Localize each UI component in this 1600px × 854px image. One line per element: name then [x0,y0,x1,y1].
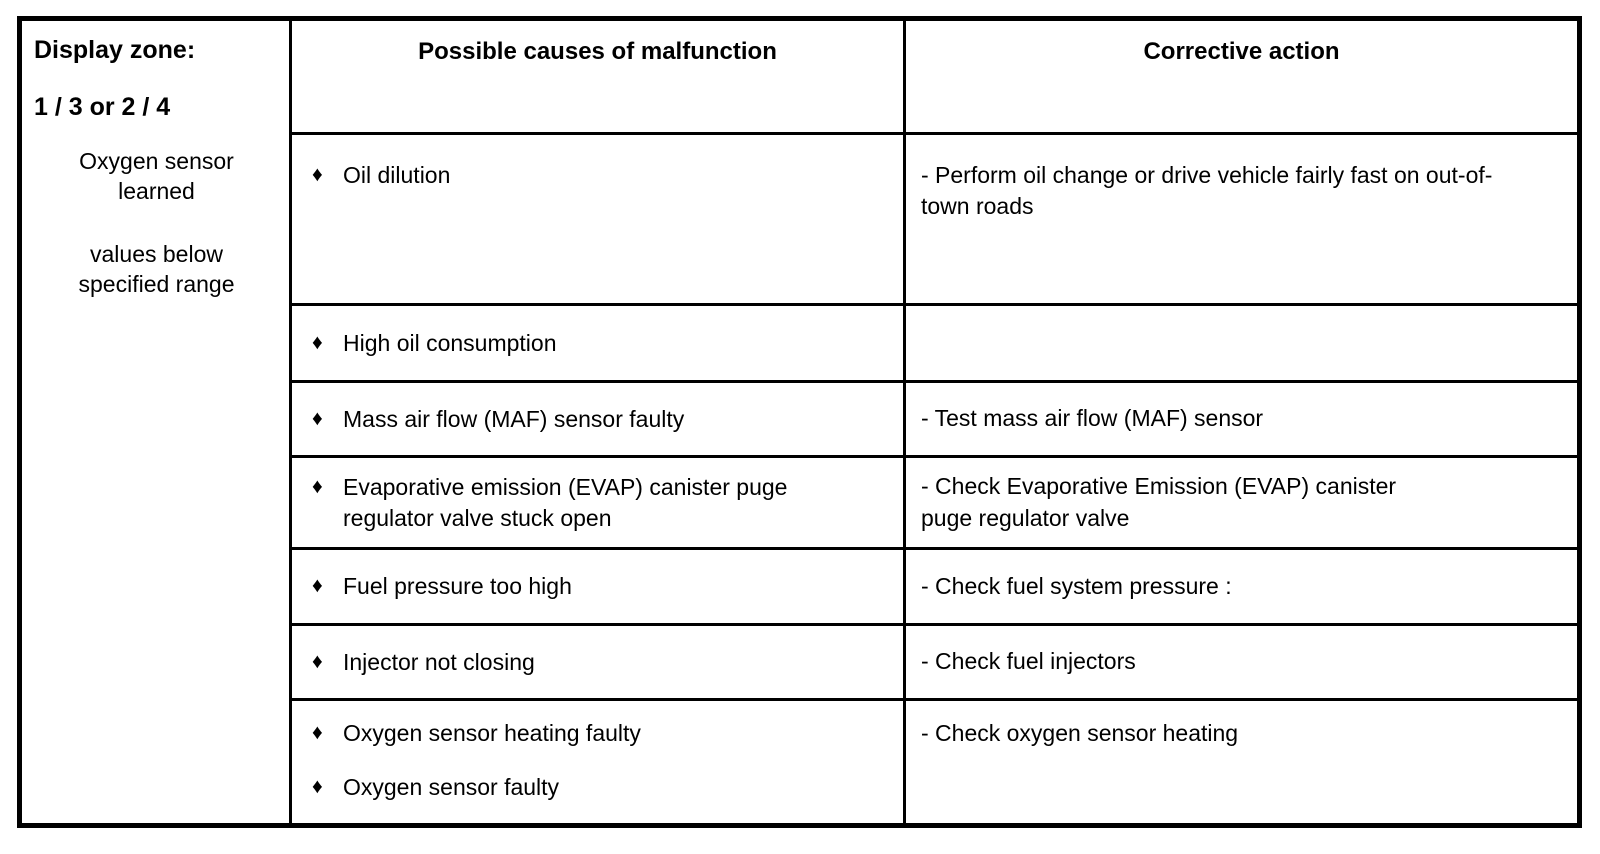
diamond-bullet-icon: ♦ [312,721,323,744]
cause-item: ♦ Mass air flow (MAF) sensor faulty [312,404,889,434]
header-action: Corrective action [1143,38,1340,65]
diamond-bullet-icon: ♦ [312,775,323,799]
cause-cell: ♦ Evaporative emission (EVAP) canister p… [292,458,906,547]
cause-cell: ♦ Oil dilution [292,135,906,303]
cause-text: Oxygen sensor faulty [343,774,560,801]
header-row: Possible causes of malfunction Correctiv… [292,21,1577,135]
cause-item: ♦ Injector not closing [312,647,889,677]
cause-item: ♦ Evaporative emission (EVAP) canister p… [312,472,889,533]
display-zone-cell: Display zone: 1 / 3 or 2 / 4 Oxygen sens… [22,21,292,823]
table-row: ♦ Fuel pressure too high - Check fuel sy… [292,550,1577,626]
action-cell [906,306,1577,380]
cause-text: Injector not closing [343,648,535,675]
table-body: Possible causes of malfunction Correctiv… [292,21,1577,823]
action-text: - Test mass air flow (MAF) sensor [921,405,1264,432]
cause-item: ♦ Oxygen sensor faulty [312,772,889,802]
display-zone-title: Display zone: [34,36,196,64]
action-text: - Check fuel injectors [921,648,1136,675]
display-zone-description-line1: Oxygen sensor learned [79,148,234,205]
action-text: - Check fuel system pressure : [921,572,1232,599]
cause-text: Oil dilution [343,162,451,188]
display-zone-value: 1 / 3 or 2 / 4 [34,93,171,122]
table-row: ♦ Oil dilution - Perform oil change or d… [292,135,1577,306]
cause-cell: ♦ Mass air flow (MAF) sensor faulty [292,383,906,455]
diamond-bullet-icon: ♦ [312,330,323,354]
action-cell: - Check fuel system pressure : [906,550,1577,623]
diagnostic-table: Display zone: 1 / 3 or 2 / 4 Oxygen sens… [17,16,1582,828]
action-text: - Check Evaporative Emission (EVAP) cani… [921,473,1397,531]
display-zone-description-line2: values below specified range [78,241,235,297]
cause-cell: ♦ Fuel pressure too high [292,550,906,623]
diamond-bullet-icon: ♦ [312,649,323,673]
cause-item: ♦ Oxygen sensor heating faulty [312,718,889,748]
table-row: ♦ High oil consumption [292,306,1577,383]
diamond-bullet-icon: ♦ [312,163,323,186]
diamond-bullet-icon: ♦ [312,574,323,598]
action-cell: - Check fuel injectors [906,626,1577,698]
cause-text: Oxygen sensor heating faulty [343,720,641,746]
diamond-bullet-icon: ♦ [312,475,323,499]
action-cell: - Check oxygen sensor heating [906,701,1577,823]
cause-item: ♦ High oil consumption [312,328,889,358]
action-text: - Check oxygen sensor heating [921,720,1239,746]
table-row: ♦ Oxygen sensor heating faulty ♦ Oxygen … [292,701,1577,823]
action-cell: - Perform oil change or drive vehicle fa… [906,135,1577,303]
cause-text: Fuel pressure too high [343,573,572,600]
table-row: ♦ Mass air flow (MAF) sensor faulty - Te… [292,383,1577,458]
action-cell: - Test mass air flow (MAF) sensor [906,383,1577,455]
cause-item: ♦ Fuel pressure too high [312,571,889,601]
cause-cell: ♦ Injector not closing [292,626,906,698]
cause-text: Mass air flow (MAF) sensor faulty [343,405,685,432]
cause-text: High oil consumption [343,329,557,356]
diamond-bullet-icon: ♦ [312,406,323,430]
table-row: ♦ Evaporative emission (EVAP) canister p… [292,458,1577,550]
table-row: ♦ Injector not closing - Check fuel inje… [292,626,1577,701]
action-cell: - Check Evaporative Emission (EVAP) cani… [906,458,1577,547]
cause-text: Evaporative emission (EVAP) canister pug… [343,474,788,531]
cause-item: ♦ Oil dilution [312,160,889,190]
cause-cell: ♦ Oxygen sensor heating faulty ♦ Oxygen … [292,701,906,823]
header-causes: Possible causes of malfunction [292,21,906,132]
action-text: - Perform oil change or drive vehicle fa… [921,162,1493,220]
cause-cell: ♦ High oil consumption [292,306,906,380]
